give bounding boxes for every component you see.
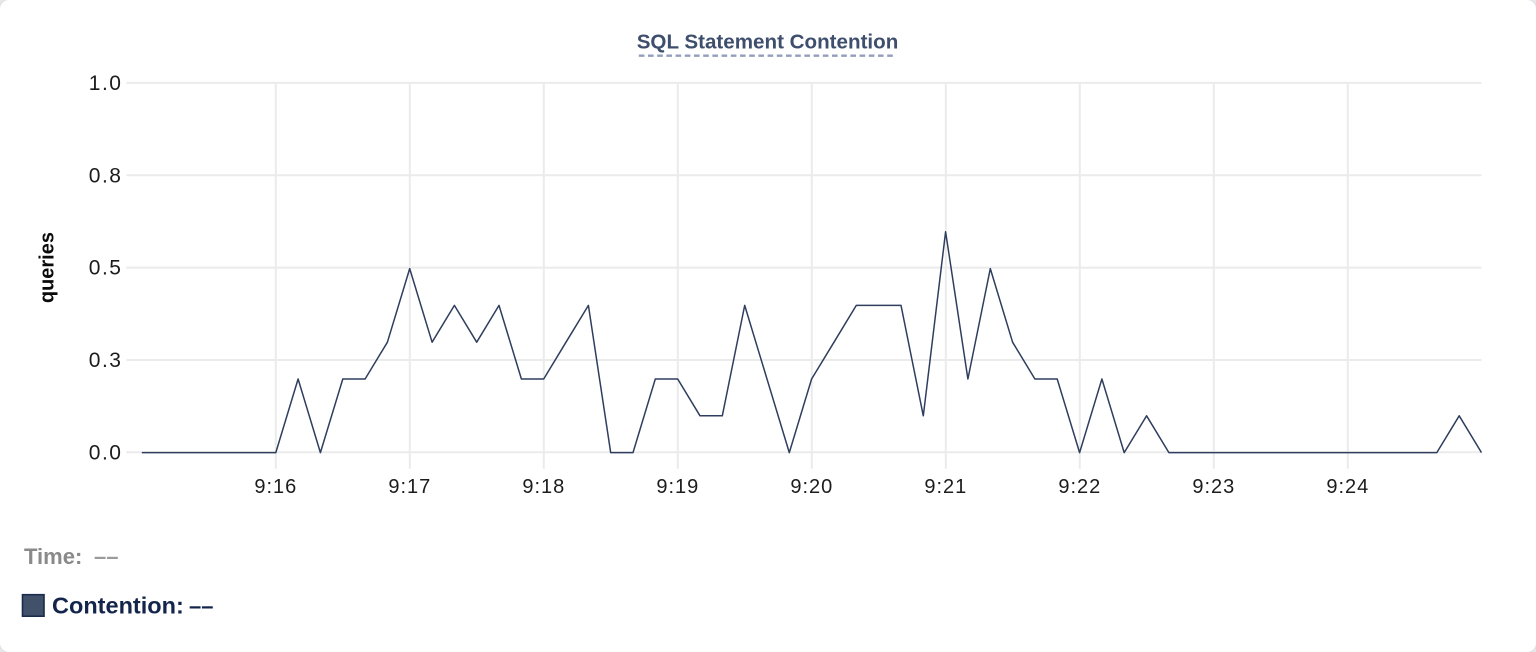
svg-text:queries: queries	[37, 232, 59, 303]
svg-text:9:19: 9:19	[656, 476, 699, 498]
svg-text:9:23: 9:23	[1192, 476, 1235, 498]
svg-text:0.0: 0.0	[89, 441, 123, 464]
svg-text:9:17: 9:17	[388, 476, 431, 498]
svg-text:9:22: 9:22	[1058, 476, 1101, 498]
svg-text:––: ––	[189, 594, 213, 619]
svg-text:SQL Statement Contention: SQL Statement Contention	[637, 31, 899, 54]
svg-text:9:18: 9:18	[522, 476, 565, 498]
svg-text:0.8: 0.8	[89, 164, 123, 187]
svg-text:9:24: 9:24	[1326, 476, 1369, 498]
svg-text:0.3: 0.3	[89, 349, 123, 372]
svg-text:––: ––	[94, 544, 118, 569]
svg-text:Time:: Time:	[24, 544, 82, 569]
svg-text:9:21: 9:21	[924, 476, 967, 498]
svg-text:0.5: 0.5	[89, 257, 123, 280]
svg-text:Contention:: Contention:	[52, 593, 184, 619]
svg-text:1.0: 1.0	[89, 72, 123, 95]
svg-text:9:20: 9:20	[790, 476, 833, 498]
svg-text:9:16: 9:16	[254, 476, 297, 498]
